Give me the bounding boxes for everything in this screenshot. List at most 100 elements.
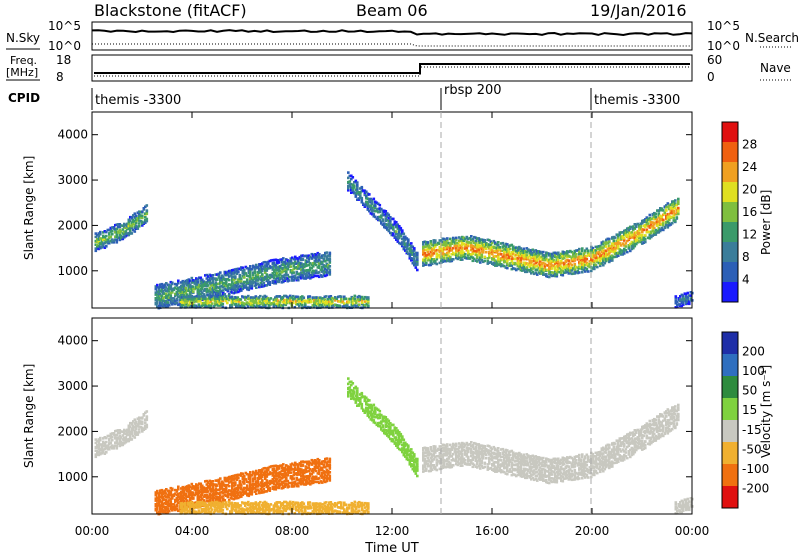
power-cell [219, 278, 222, 282]
power-cell [633, 234, 637, 237]
power-cell [371, 209, 374, 212]
velocity-cell [593, 469, 596, 473]
velocity-cell [459, 450, 463, 454]
power-cell [429, 263, 433, 267]
velocity-cell [669, 417, 673, 420]
power-cell [350, 191, 353, 194]
power-cell [611, 256, 614, 260]
power-cell [166, 304, 170, 308]
power-cell [594, 251, 598, 255]
velocity-cell [522, 470, 526, 474]
velocity-cell [536, 461, 539, 464]
power-cell [495, 243, 499, 246]
power-cell [237, 282, 240, 286]
power-cell [564, 268, 568, 272]
power-cell [310, 252, 314, 256]
power-cell [453, 244, 457, 248]
velocity-cell [570, 475, 574, 478]
power-cell [488, 261, 491, 264]
power-cell [467, 242, 470, 246]
power-cell [474, 240, 478, 244]
power-cell [522, 247, 526, 251]
power-cell [214, 289, 218, 292]
velocity-cell [623, 442, 626, 446]
power-cell [372, 206, 376, 209]
velocity-cell [513, 452, 517, 456]
velocity-cell [501, 455, 505, 458]
velocity-cell [591, 457, 595, 460]
power-cell [503, 247, 506, 251]
power-cell [531, 252, 535, 255]
velocity-cell [600, 452, 604, 455]
power-cell [392, 217, 395, 221]
power-cell [374, 202, 377, 205]
power-cell [364, 295, 367, 299]
power-cell [629, 227, 632, 231]
velocity-cell [656, 427, 659, 431]
power-cell [348, 174, 352, 178]
power-cell [422, 261, 425, 265]
power-cell [296, 299, 300, 302]
velocity-cell [612, 461, 616, 465]
power-cell [169, 286, 173, 289]
velocity-cell [510, 463, 514, 466]
velocity-cell [464, 451, 467, 454]
velocity-cell [549, 468, 553, 472]
power-cell [593, 249, 596, 252]
power-cell [270, 266, 273, 269]
power-cell [181, 283, 185, 286]
velocity-cell [624, 437, 628, 441]
velocity-cell [488, 444, 491, 448]
power-cell [301, 268, 305, 272]
velocity-cell [548, 467, 551, 470]
power-cell [190, 291, 194, 294]
power-cell [641, 230, 644, 234]
power-cell [204, 274, 207, 277]
power-cell [193, 298, 196, 301]
power-cell [389, 216, 392, 219]
velocity-cell [447, 456, 451, 459]
power-cell [371, 202, 374, 205]
velocity-cell [630, 453, 634, 457]
power-cell [211, 276, 215, 280]
power-cell [234, 286, 237, 290]
power-cell [656, 229, 659, 233]
power-cell [506, 262, 509, 265]
power-cell [327, 271, 330, 274]
power-cell [623, 244, 626, 247]
velocity-cell [591, 454, 595, 458]
power-cell [322, 254, 326, 257]
power-cell [127, 224, 131, 228]
power-cell [431, 247, 434, 251]
velocity-cell [432, 452, 436, 456]
velocity-cell [596, 451, 599, 455]
velocity-cell [578, 473, 581, 476]
power-cell [157, 292, 161, 295]
power-cell [343, 302, 346, 305]
power-cell [264, 264, 267, 267]
power-cell [284, 301, 288, 305]
power-cell [621, 242, 625, 245]
power-cell [286, 301, 289, 305]
power-cell [202, 280, 206, 283]
power-cell [121, 224, 125, 228]
power-cell [291, 271, 294, 274]
power-cell [238, 305, 241, 308]
power-cell [295, 272, 299, 275]
power-cell [232, 286, 236, 290]
power-cell [263, 297, 267, 300]
velocity-cell [467, 448, 470, 452]
power-cell [295, 301, 298, 305]
power-cell [497, 241, 500, 244]
power-cell [308, 299, 312, 303]
power-cell [288, 263, 291, 267]
power-cell [133, 212, 137, 215]
velocity-cell [434, 466, 437, 469]
power-cell [268, 298, 271, 301]
velocity-cell [584, 455, 587, 458]
power-cell [180, 281, 183, 284]
power-cell [506, 266, 509, 270]
power-cell [301, 271, 305, 274]
power-cell [299, 302, 303, 306]
velocity-cell [639, 446, 643, 450]
